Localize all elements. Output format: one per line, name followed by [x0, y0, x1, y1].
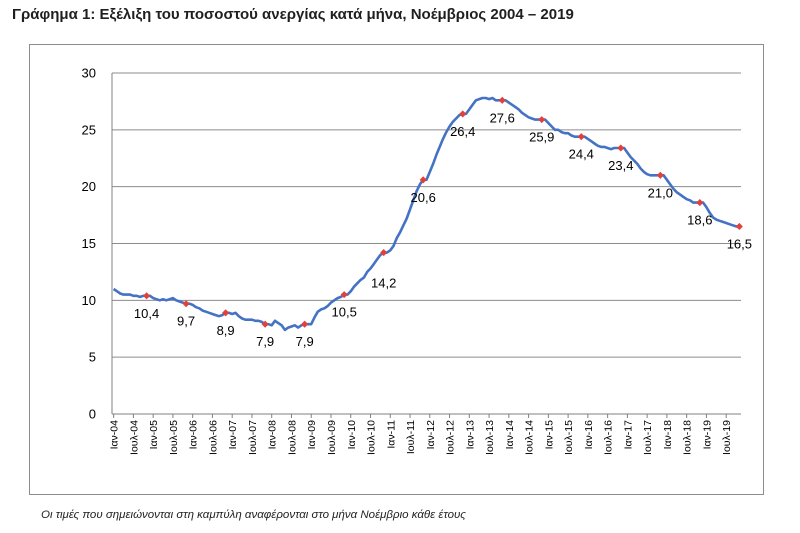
y-tick-label: 5 — [89, 350, 96, 365]
november-marker — [301, 320, 309, 328]
x-tick-label: Ιουλ-19 — [721, 420, 733, 455]
x-tick-label: Ιουλ-08 — [286, 420, 298, 455]
x-tick-label: Ιαν-19 — [701, 420, 713, 450]
x-tick-label: Ιαν-07 — [227, 420, 239, 450]
x-tick-label: Ιουλ-05 — [168, 420, 180, 455]
x-tick-label: Ιαν-10 — [346, 420, 358, 450]
data-label: 20,6 — [411, 190, 436, 205]
x-tick-label: Ιουλ-16 — [603, 420, 615, 455]
x-tick-label: Ιουλ-11 — [405, 420, 417, 454]
x-tick-label: Ιαν-18 — [662, 420, 674, 450]
x-tick-label: Ιαν-11 — [385, 420, 397, 449]
y-tick-label: 10 — [82, 293, 96, 308]
november-marker — [143, 292, 151, 300]
x-tick-label: Ιαν-13 — [464, 420, 476, 450]
y-tick-label: 15 — [82, 236, 96, 251]
data-label: 9,7 — [177, 314, 195, 329]
november-marker — [538, 116, 546, 124]
y-tick-label: 25 — [82, 122, 96, 137]
data-label: 10,5 — [332, 305, 357, 320]
data-label: 25,9 — [529, 130, 554, 145]
data-label: 24,4 — [569, 147, 594, 162]
x-tick-label: Ιαν-05 — [148, 420, 160, 450]
x-tick-label: Ιουλ-09 — [326, 420, 338, 455]
y-tick-label: 20 — [82, 179, 96, 194]
x-tick-label: Ιαν-09 — [306, 420, 318, 450]
x-tick-label: Ιουλ-07 — [247, 420, 259, 455]
x-tick-label: Ιαν-14 — [504, 420, 516, 450]
data-label: 7,9 — [256, 334, 274, 349]
x-tick-label: Ιαν-04 — [109, 420, 121, 450]
x-tick-label: Ιαν-12 — [425, 420, 437, 450]
november-marker — [498, 96, 506, 104]
data-label: 14,2 — [371, 276, 396, 291]
y-tick-label: 30 — [82, 66, 96, 81]
x-tick-label: Ιουλ-10 — [366, 420, 378, 455]
chart-title: Γράφημα 1: Εξέλιξη του ποσοστού ανεργίας… — [12, 6, 574, 23]
november-marker — [459, 110, 467, 118]
data-label: 26,4 — [450, 124, 475, 139]
november-marker — [182, 300, 190, 308]
november-marker — [577, 133, 585, 141]
x-tick-label: Ιαν-08 — [267, 420, 279, 450]
x-tick-label: Ιουλ-17 — [642, 420, 654, 455]
november-marker — [340, 291, 348, 299]
data-label: 10,4 — [134, 306, 159, 321]
data-label: 27,6 — [490, 110, 515, 125]
x-tick-label: Ιουλ-12 — [445, 420, 457, 455]
x-tick-label: Ιουλ-13 — [484, 420, 496, 455]
november-marker — [617, 144, 625, 152]
x-tick-label: Ιουλ-06 — [207, 420, 219, 455]
november-marker — [261, 320, 269, 328]
november-marker — [696, 199, 704, 207]
data-label: 8,9 — [217, 323, 235, 338]
data-label: 21,0 — [648, 185, 673, 200]
november-marker — [222, 309, 230, 317]
x-tick-label: Ιουλ-04 — [128, 420, 140, 455]
x-tick-label: Ιουλ-15 — [563, 420, 575, 455]
data-label: 23,4 — [608, 158, 633, 173]
series-line — [112, 96, 740, 332]
x-tick-label: Ιουλ-14 — [524, 420, 536, 455]
chart-frame — [29, 44, 764, 495]
november-marker — [380, 249, 388, 257]
x-tick-label: Ιαν-16 — [583, 420, 595, 450]
x-tick-label: Ιαν-17 — [622, 420, 634, 450]
x-tick-label: Ιαν-06 — [188, 420, 200, 450]
november-marker — [735, 222, 743, 230]
x-tick-label: Ιαν-15 — [543, 420, 555, 450]
data-label: 16,5 — [727, 236, 752, 251]
x-tick-label: Ιουλ-18 — [682, 420, 694, 455]
data-label: 7,9 — [296, 334, 314, 349]
chart-footnote: Οι τιμές που σημειώνονται στη καμπύλη αν… — [41, 509, 466, 521]
november-marker — [419, 176, 427, 184]
data-label: 18,6 — [687, 213, 712, 228]
november-marker — [656, 171, 664, 179]
y-tick-label: 0 — [89, 407, 96, 422]
